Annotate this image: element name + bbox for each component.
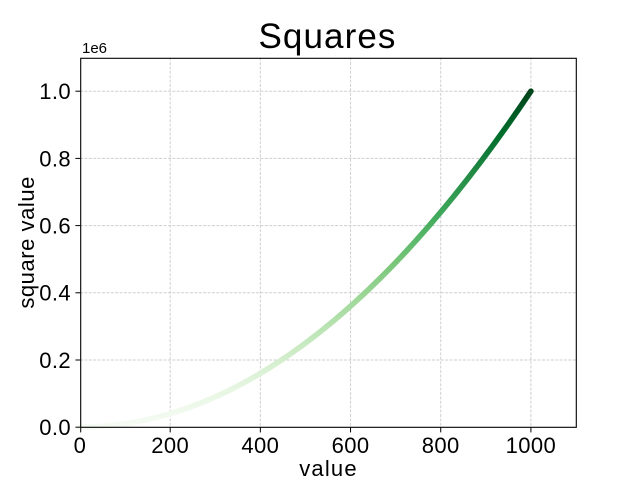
svg-text:0.0: 0.0: [39, 415, 71, 440]
svg-text:400: 400: [241, 433, 279, 458]
svg-text:600: 600: [332, 433, 370, 458]
svg-text:200: 200: [151, 433, 189, 458]
svg-text:1000: 1000: [506, 433, 557, 458]
svg-text:0: 0: [74, 433, 87, 458]
svg-text:1.0: 1.0: [39, 79, 71, 104]
svg-text:0.4: 0.4: [39, 281, 71, 306]
svg-text:value: value: [299, 456, 358, 480]
svg-text:square value: square value: [14, 176, 39, 309]
svg-text:800: 800: [422, 433, 460, 458]
svg-text:1e6: 1e6: [82, 40, 107, 57]
svg-text:Squares: Squares: [258, 17, 396, 56]
svg-text:0.6: 0.6: [39, 214, 71, 239]
svg-text:0.2: 0.2: [39, 348, 71, 373]
svg-text:0.8: 0.8: [39, 146, 71, 171]
